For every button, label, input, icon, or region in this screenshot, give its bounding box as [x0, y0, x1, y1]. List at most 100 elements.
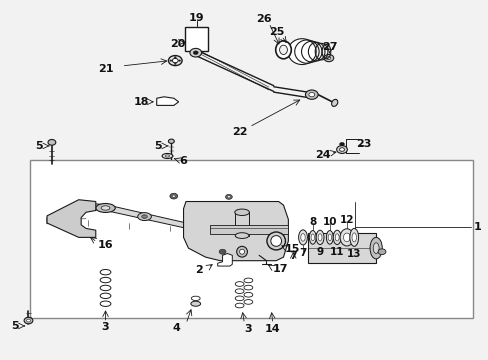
- Ellipse shape: [332, 230, 340, 244]
- Bar: [184, 27, 208, 51]
- Ellipse shape: [236, 246, 247, 257]
- Polygon shape: [157, 97, 178, 105]
- Text: 25: 25: [268, 27, 284, 37]
- Ellipse shape: [266, 232, 285, 250]
- Ellipse shape: [142, 215, 147, 219]
- Ellipse shape: [372, 243, 378, 253]
- Ellipse shape: [336, 145, 346, 153]
- Text: 15: 15: [284, 244, 299, 254]
- Text: 19: 19: [188, 13, 204, 23]
- Polygon shape: [217, 253, 232, 266]
- Circle shape: [219, 249, 225, 254]
- Ellipse shape: [235, 233, 248, 238]
- Text: 1: 1: [473, 222, 481, 232]
- Ellipse shape: [100, 293, 111, 298]
- Ellipse shape: [191, 296, 200, 301]
- Ellipse shape: [100, 285, 111, 291]
- Ellipse shape: [244, 278, 252, 283]
- Ellipse shape: [351, 233, 356, 242]
- Text: 21: 21: [98, 64, 113, 74]
- Polygon shape: [47, 200, 96, 237]
- Ellipse shape: [327, 234, 331, 241]
- Text: 20: 20: [170, 40, 185, 49]
- Text: 11: 11: [329, 247, 344, 257]
- Circle shape: [174, 63, 176, 64]
- Ellipse shape: [287, 39, 316, 64]
- Ellipse shape: [165, 155, 169, 157]
- Circle shape: [169, 193, 177, 199]
- Ellipse shape: [100, 301, 111, 306]
- Bar: [210, 225, 288, 234]
- Text: 13: 13: [346, 249, 361, 259]
- Ellipse shape: [234, 209, 249, 216]
- Ellipse shape: [270, 235, 281, 246]
- Text: 5: 5: [35, 141, 42, 151]
- Ellipse shape: [275, 41, 291, 59]
- Ellipse shape: [369, 237, 382, 259]
- Text: 14: 14: [264, 324, 280, 334]
- Text: 9: 9: [316, 247, 323, 257]
- Ellipse shape: [162, 153, 172, 158]
- Ellipse shape: [235, 289, 244, 293]
- Text: 16: 16: [97, 239, 113, 249]
- Polygon shape: [47, 203, 211, 234]
- Text: 24: 24: [314, 150, 330, 160]
- Circle shape: [172, 195, 175, 197]
- Ellipse shape: [339, 148, 344, 151]
- Text: 12: 12: [339, 215, 353, 225]
- Circle shape: [189, 48, 201, 57]
- Circle shape: [174, 57, 176, 58]
- Circle shape: [225, 194, 232, 199]
- Ellipse shape: [334, 234, 338, 241]
- Text: 2: 2: [195, 265, 203, 275]
- Circle shape: [26, 319, 30, 322]
- Ellipse shape: [96, 203, 115, 212]
- Text: 8: 8: [308, 217, 316, 226]
- Circle shape: [326, 57, 330, 59]
- Circle shape: [227, 196, 230, 198]
- Ellipse shape: [239, 249, 244, 254]
- Ellipse shape: [235, 296, 244, 301]
- Ellipse shape: [101, 206, 110, 210]
- Text: 7: 7: [299, 248, 306, 258]
- Circle shape: [142, 215, 146, 218]
- Text: 3: 3: [102, 322, 109, 332]
- Ellipse shape: [168, 55, 182, 66]
- Polygon shape: [183, 202, 288, 261]
- Ellipse shape: [279, 45, 287, 54]
- Circle shape: [193, 51, 198, 54]
- Ellipse shape: [298, 230, 307, 245]
- Ellipse shape: [100, 270, 111, 275]
- Text: 5: 5: [11, 321, 19, 331]
- Text: 6: 6: [179, 156, 186, 166]
- Ellipse shape: [339, 229, 353, 246]
- Text: 7: 7: [289, 251, 297, 261]
- Bar: [30, 160, 472, 318]
- Ellipse shape: [331, 99, 337, 107]
- Ellipse shape: [310, 234, 314, 241]
- Text: 26: 26: [256, 14, 271, 24]
- Text: 5: 5: [154, 141, 161, 151]
- Circle shape: [305, 90, 318, 99]
- Text: 17: 17: [272, 264, 288, 274]
- Text: 3: 3: [244, 324, 252, 334]
- Circle shape: [377, 249, 385, 255]
- Ellipse shape: [235, 282, 244, 286]
- Ellipse shape: [190, 301, 200, 306]
- Text: 23: 23: [355, 139, 370, 149]
- Circle shape: [324, 54, 333, 62]
- Ellipse shape: [244, 292, 252, 297]
- Circle shape: [169, 60, 171, 61]
- Ellipse shape: [316, 230, 324, 244]
- Ellipse shape: [343, 233, 349, 242]
- Circle shape: [24, 318, 33, 324]
- Circle shape: [168, 139, 174, 143]
- Circle shape: [339, 142, 344, 146]
- Circle shape: [178, 60, 180, 61]
- Circle shape: [48, 139, 56, 145]
- Text: 27: 27: [322, 42, 337, 52]
- Ellipse shape: [318, 234, 322, 241]
- Ellipse shape: [326, 230, 332, 244]
- Text: 4: 4: [172, 323, 180, 333]
- Ellipse shape: [138, 213, 151, 221]
